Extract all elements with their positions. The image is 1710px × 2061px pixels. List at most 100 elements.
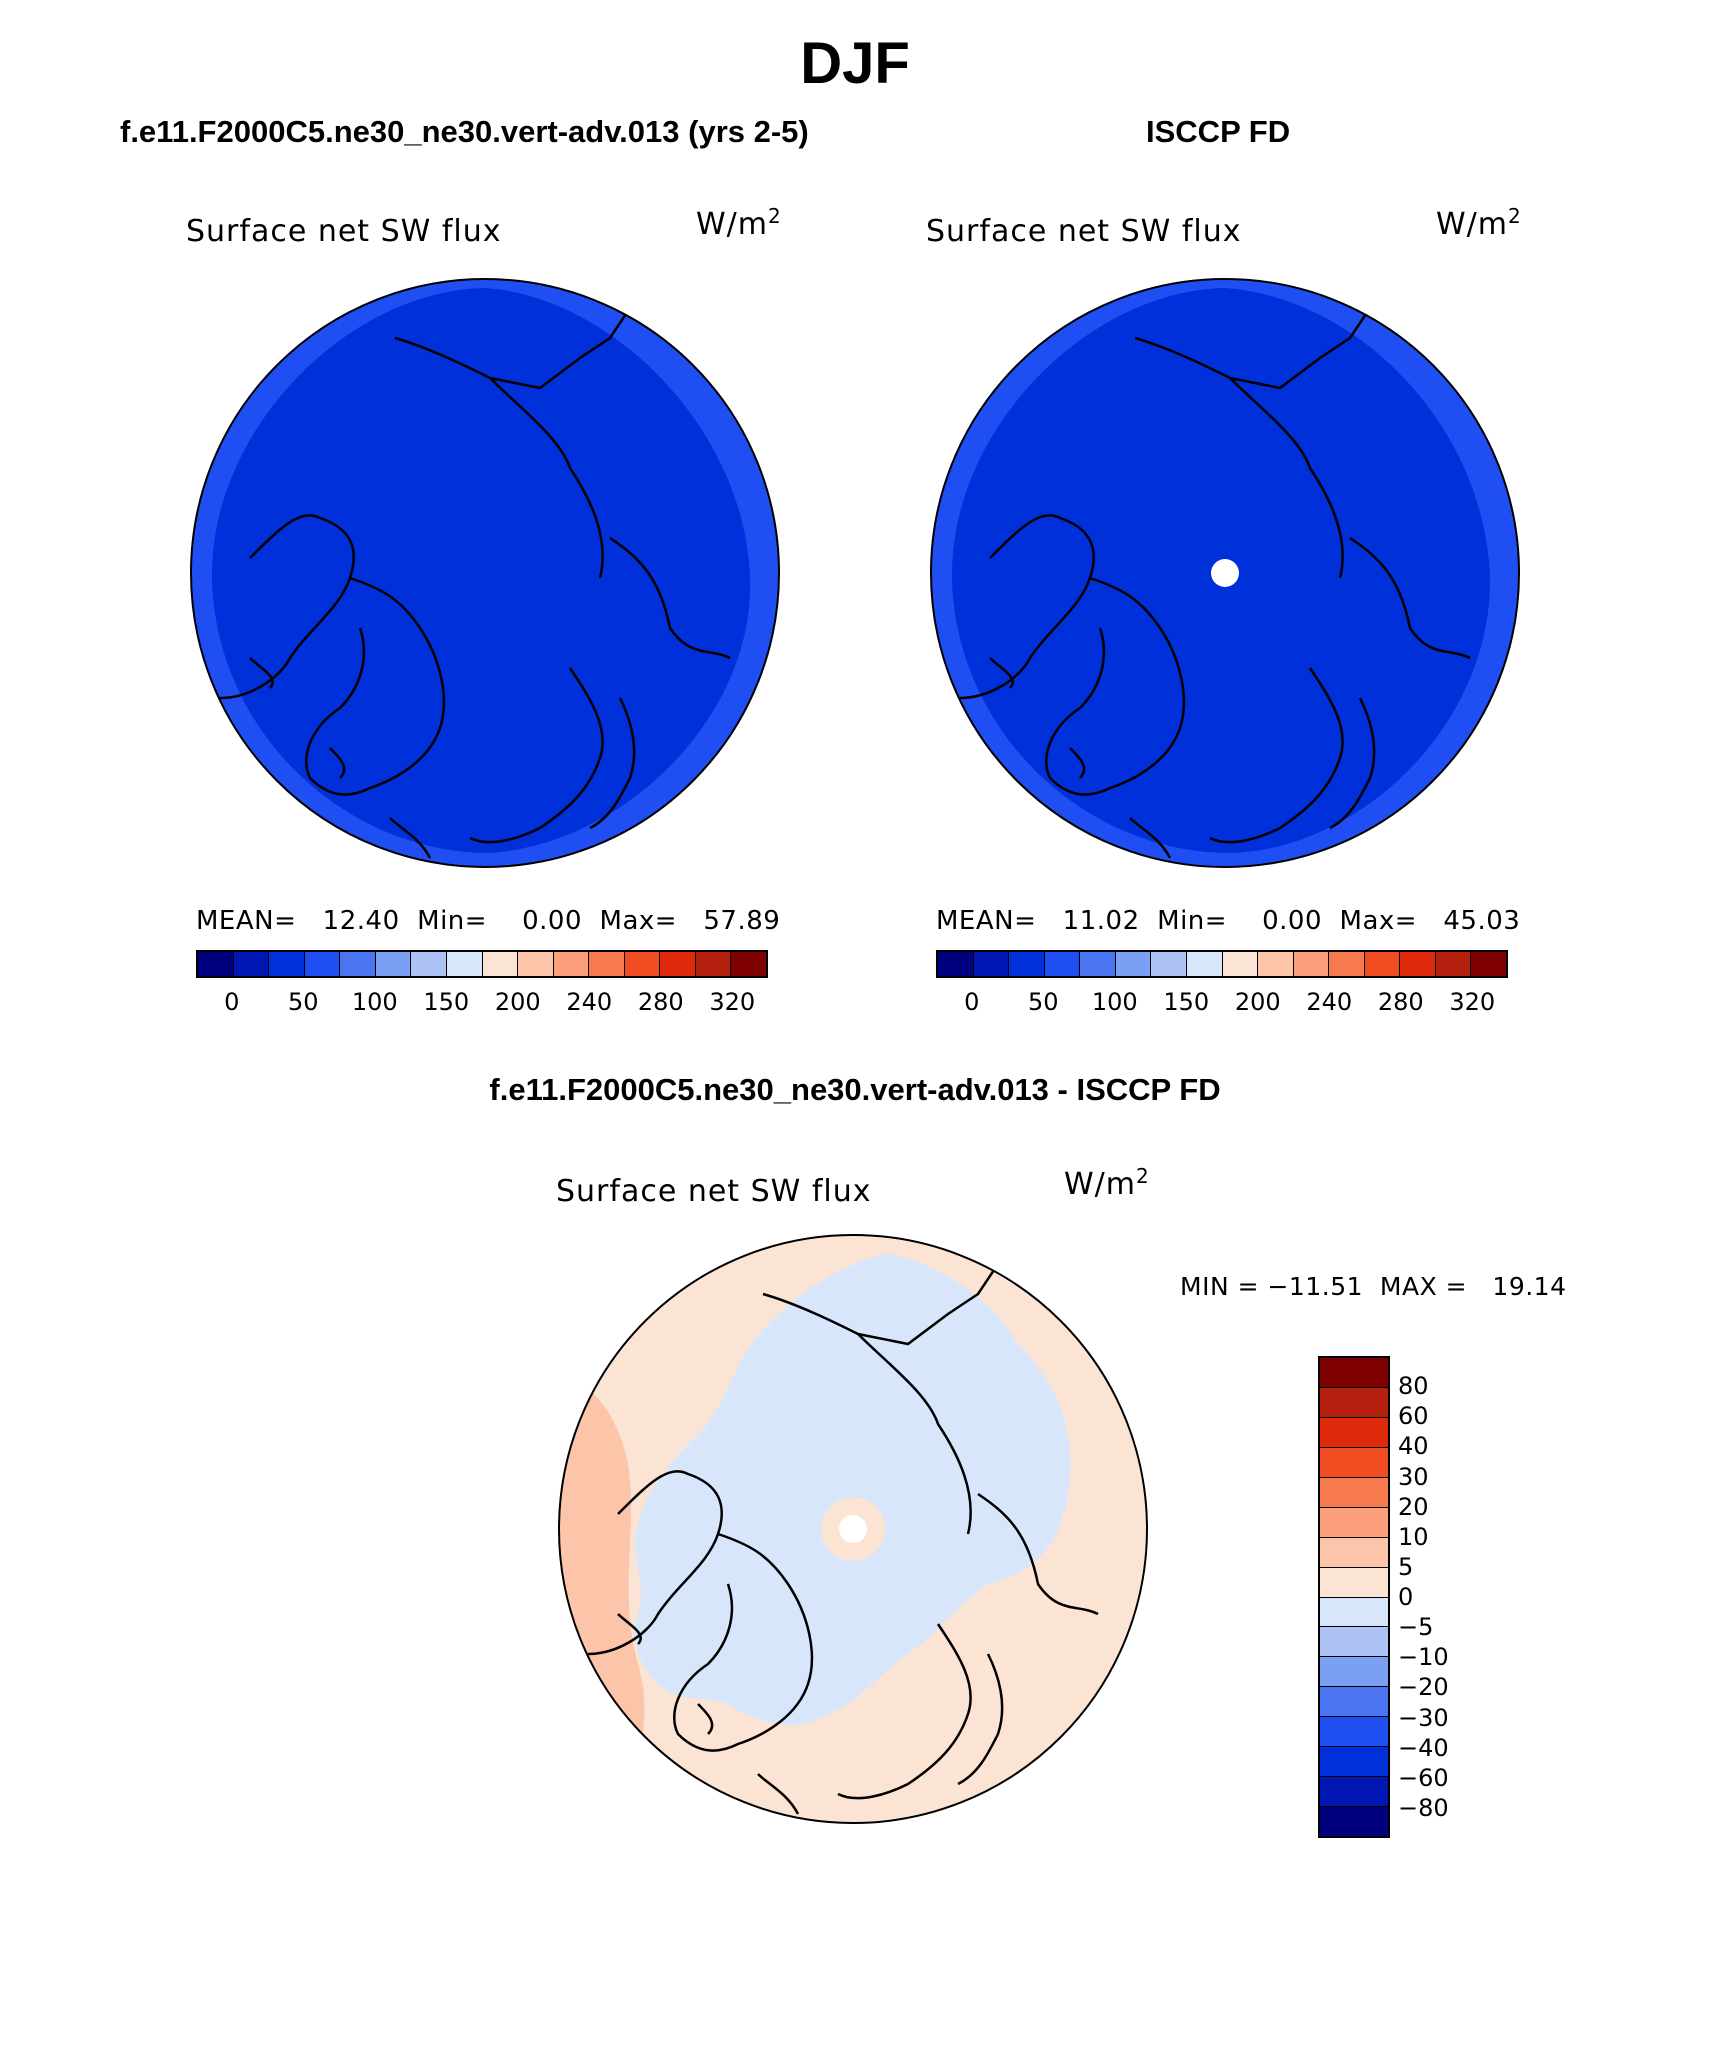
colorbar-swatch xyxy=(517,952,553,976)
panel1-colorbar-ticks: 0 50 100 150 200 240 280 320 xyxy=(196,988,768,1018)
diff-colorbar-swatch xyxy=(1320,1358,1388,1387)
panel1-header: f.e11.F2000C5.ne30_ne30.vert-adv.013 (yr… xyxy=(120,114,809,149)
colorbar-swatch xyxy=(552,952,589,976)
diff-colorbar-swatch xyxy=(1320,1476,1388,1507)
diff-colorbar-swatch xyxy=(1320,1536,1388,1567)
colorbar-tick-label: 150 xyxy=(423,988,470,1016)
diff-colorbar-tick-label: −80 xyxy=(1398,1793,1449,1822)
diff-colorbar-swatch xyxy=(1320,1596,1388,1627)
colorbar-swatch xyxy=(1434,952,1471,976)
colorbar-tick-label: 320 xyxy=(1449,988,1496,1016)
diff-colorbar-swatch xyxy=(1320,1716,1388,1747)
diff-colorbar-swatch xyxy=(1320,1566,1388,1597)
diff-polar-map xyxy=(558,1234,1148,1824)
panel1-variable-label: Surface net SW flux xyxy=(186,214,502,249)
colorbar-tick-label: 50 xyxy=(287,988,319,1016)
colorbar-swatch xyxy=(1470,952,1506,976)
panel1-colorbar xyxy=(196,950,768,978)
colorbar-swatch xyxy=(1185,952,1222,976)
diff-colorbar-tick-label: 10 xyxy=(1398,1522,1429,1551)
diff-colorbar-tick-label: −40 xyxy=(1398,1733,1449,1762)
colorbar-swatch xyxy=(1257,952,1293,976)
panel2-variable-label: Surface net SW flux xyxy=(926,214,1242,249)
colorbar-swatch xyxy=(198,952,233,976)
diff-colorbar-tick-label: 20 xyxy=(1398,1492,1429,1521)
diff-colorbar-swatch xyxy=(1320,1626,1388,1657)
colorbar-tick-label: 200 xyxy=(494,988,541,1016)
colorbar-tick-label: 0 xyxy=(964,988,980,1016)
diff-header: f.e11.F2000C5.ne30_ne30.vert-adv.013 - I… xyxy=(489,1072,1221,1107)
colorbar-swatch xyxy=(303,952,340,976)
diff-colorbar-swatch xyxy=(1320,1386,1388,1417)
panel1-stats: MEAN= 12.40 Min= 0.00 Max= 57.89 xyxy=(196,906,781,936)
diff-colorbar-swatch xyxy=(1320,1656,1388,1687)
page-title: DJF xyxy=(800,31,910,96)
diff-pole-gap xyxy=(839,1515,867,1543)
diff-colorbar-swatch xyxy=(1320,1776,1388,1807)
colorbar-swatch xyxy=(481,952,518,976)
diff-colorbar-tick-label: −10 xyxy=(1398,1643,1449,1672)
colorbar-tick-label: 100 xyxy=(1091,988,1138,1016)
colorbar-swatch xyxy=(1008,952,1044,976)
diff-colorbar-swatch xyxy=(1320,1506,1388,1537)
colorbar-tick-label: 0 xyxy=(224,988,240,1016)
diff-colorbar-tick-label: −30 xyxy=(1398,1703,1449,1732)
diff-units: W/m2 xyxy=(1064,1164,1150,1202)
diff-minmax: MIN = −11.51 MAX = 19.14 xyxy=(1180,1272,1567,1301)
colorbar-tick-label: 320 xyxy=(709,988,756,1016)
diff-map-border xyxy=(558,1234,1148,1824)
colorbar-swatch xyxy=(730,952,766,976)
panel2-coastlines xyxy=(959,307,1471,859)
colorbar-swatch xyxy=(339,952,375,976)
colorbar-swatch xyxy=(1221,952,1258,976)
diff-colorbar xyxy=(1318,1356,1390,1838)
colorbar-swatch xyxy=(588,952,624,976)
diff-colorbar-swatch xyxy=(1320,1416,1388,1447)
colorbar-swatch xyxy=(659,952,695,976)
diff-colorbar-tick-label: 60 xyxy=(1398,1402,1429,1431)
colorbar-swatch xyxy=(938,952,973,976)
panel1-field-core xyxy=(258,338,707,844)
diff-colorbar-tick-label: 5 xyxy=(1398,1552,1414,1581)
diff-colorbar-tick-label: 30 xyxy=(1398,1462,1429,1491)
diff-colorbar-swatch xyxy=(1320,1446,1388,1477)
colorbar-swatch xyxy=(1043,952,1080,976)
panel1-units: W/m2 xyxy=(696,204,782,242)
colorbar-swatch xyxy=(1150,952,1186,976)
colorbar-swatch xyxy=(445,952,482,976)
diff-variable-label: Surface net SW flux xyxy=(556,1174,872,1209)
diff-colorbar-swatch xyxy=(1320,1746,1388,1777)
colorbar-swatch xyxy=(1079,952,1115,976)
colorbar-swatch xyxy=(1292,952,1329,976)
colorbar-swatch xyxy=(410,952,446,976)
colorbar-tick-label: 150 xyxy=(1163,988,1210,1016)
colorbar-tick-label: 200 xyxy=(1234,988,1281,1016)
panel2-units: W/m2 xyxy=(1436,204,1522,242)
colorbar-swatch xyxy=(1363,952,1400,976)
panel2-header: ISCCP FD xyxy=(1146,114,1291,149)
diff-colorbar-tick-label: −5 xyxy=(1398,1613,1434,1642)
diff-field-negative xyxy=(634,1254,1071,1725)
colorbar-swatch xyxy=(694,952,731,976)
panel2-pole-gap xyxy=(1211,559,1239,587)
panel1-polar-map xyxy=(190,278,780,868)
panel2-polar-map xyxy=(930,278,1520,868)
colorbar-swatch xyxy=(1328,952,1364,976)
panel1-map-border xyxy=(190,278,780,868)
panel1-coastlines xyxy=(219,307,731,859)
panel2-map-border xyxy=(930,278,1520,868)
diff-colorbar-tick-label: 40 xyxy=(1398,1432,1429,1461)
panel2-colorbar xyxy=(936,950,1508,978)
diff-colorbar-swatch xyxy=(1320,1686,1388,1717)
colorbar-swatch xyxy=(1114,952,1151,976)
colorbar-tick-label: 280 xyxy=(1377,988,1424,1016)
diff-colorbar-tick-label: −60 xyxy=(1398,1763,1449,1792)
panel2-stats: MEAN= 11.02 Min= 0.00 Max= 45.03 xyxy=(936,906,1521,936)
colorbar-tick-label: 240 xyxy=(566,988,613,1016)
diff-colorbar-ticks: 80 60 40 30 20 10 5 0 −5 −10 −20 −30 −40 −60 −80 xyxy=(1398,1356,1478,1838)
colorbar-swatch xyxy=(1399,952,1435,976)
diff-coastlines xyxy=(587,1263,1099,1815)
colorbar-swatch xyxy=(972,952,1009,976)
colorbar-swatch xyxy=(374,952,411,976)
colorbar-swatch xyxy=(623,952,660,976)
